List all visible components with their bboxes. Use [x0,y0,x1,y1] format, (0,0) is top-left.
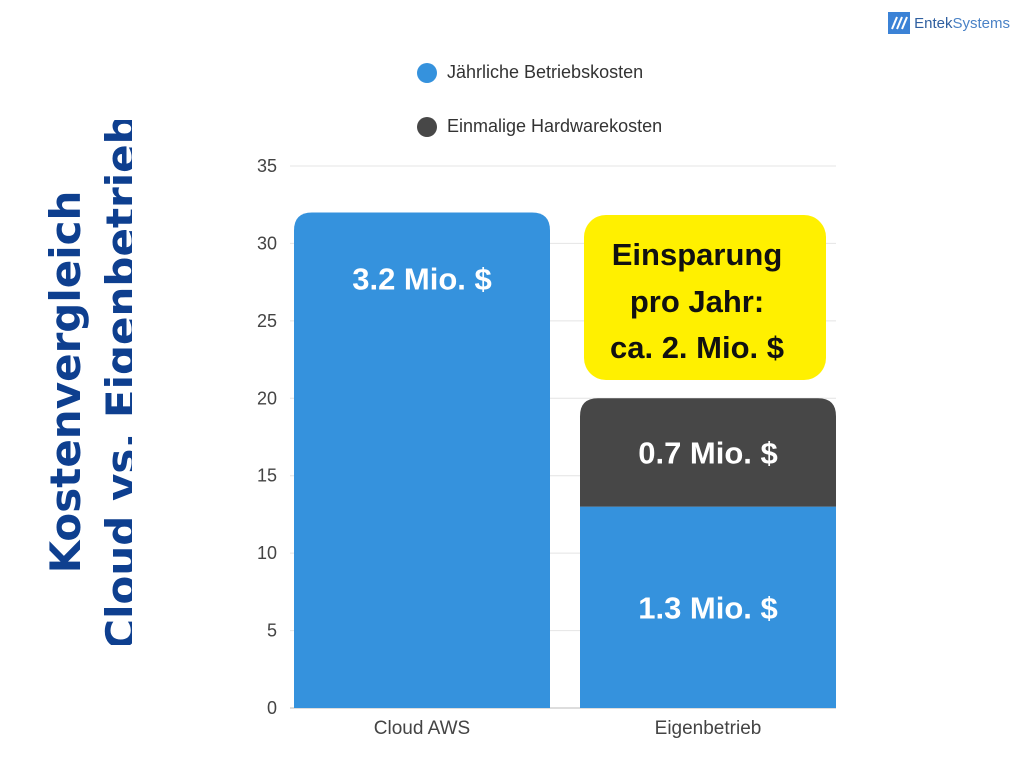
brand-name-part2: Systems [952,14,1010,32]
savings-callout-text: ca. 2. Mio. $ [610,330,784,365]
savings-callout-text: pro Jahr: [630,284,764,319]
bar-hardware [580,398,836,507]
legend-item-hardware: Einmalige Hardwarekosten [417,116,662,137]
y-tick-label: 30 [257,233,277,253]
brand-mark-icon [888,12,911,34]
y-tick-label: 0 [267,698,277,718]
chart-title-line1: Kostenvergleich [41,191,90,574]
brand-name-part1: Entek [914,14,953,32]
brand-logo: EntekSystems [888,12,1010,34]
x-tick-label: Eigenbetrieb [655,718,762,739]
y-tick-label: 20 [257,388,277,408]
legend-label-hardware: Einmalige Hardwarekosten [447,116,663,136]
chart-title: Kostenvergleich Cloud vs. Eigenbetrieb [41,120,132,645]
bar-data-label: 0.7 Mio. $ [638,435,778,470]
y-tick-label: 10 [257,543,277,563]
y-tick-label: 25 [257,311,277,331]
chart-title-line2: Cloud vs. Eigenbetrieb [97,120,132,645]
legend-item-operating: Jährliche Betriebskosten [417,62,643,83]
y-tick-label: 15 [257,466,277,486]
legend-swatch-blue [417,62,437,83]
legend-label-operating: Jährliche Betriebskosten [447,62,644,82]
bar-operating [294,212,550,708]
bar-operating [580,506,836,708]
x-tick-label: Cloud AWS [374,718,470,739]
savings-callout [584,215,826,380]
savings-callout-text: Einsparung [612,237,783,272]
y-tick-label: 5 [267,621,277,641]
legend-swatch-dark [417,116,437,137]
bar-data-label: 3.2 Mio. $ [352,261,492,296]
bar-data-label: 1.3 Mio. $ [638,590,778,625]
y-tick-label: 35 [257,156,277,176]
